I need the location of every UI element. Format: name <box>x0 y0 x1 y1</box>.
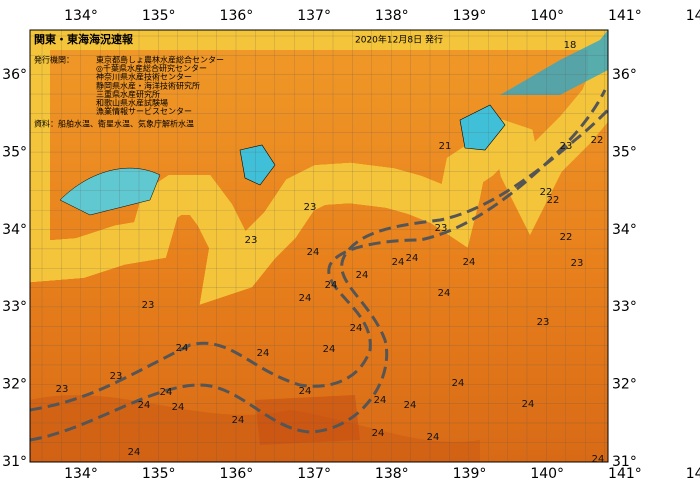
kuroshio-edge <box>30 108 608 442</box>
contour-label: 24 <box>372 428 385 439</box>
longitude-label: 136° <box>220 466 254 482</box>
contour-label: 24 <box>138 400 151 411</box>
issuer: 神奈川県水産技術センター <box>96 72 192 82</box>
contour-label: 24 <box>257 348 270 359</box>
longitude-label: 139° <box>453 8 487 24</box>
latitude-label: 31° <box>612 454 637 470</box>
longitude-label: 141° <box>608 8 642 24</box>
contour-label: 23 <box>245 235 258 246</box>
contour-label: 24 <box>438 288 451 299</box>
contour-label: 24 <box>176 343 189 354</box>
contour-label: 24 <box>406 253 419 264</box>
kuroshio-axis <box>30 89 607 412</box>
graticule <box>30 30 608 462</box>
issuer: 和歌山県水産試験場 <box>96 98 168 108</box>
issuer: 静岡県水産・海洋技術研究所 <box>96 80 200 90</box>
inland-sea <box>59 167 161 216</box>
warm-area <box>30 395 480 462</box>
contour-label: 23 <box>56 384 69 395</box>
contour-label: 22 <box>547 195 560 206</box>
latitude-label: 32° <box>2 377 27 393</box>
contour-label: 24 <box>299 293 312 304</box>
latitude-label: 33° <box>612 299 637 315</box>
contour-label: 24 <box>307 247 320 258</box>
longitude-label: 138° <box>375 8 409 24</box>
latitude-label: 36° <box>612 67 637 83</box>
contour-label: 24 <box>325 280 338 291</box>
longitude-label: 140° <box>530 8 564 24</box>
contour-label: 24 <box>522 399 535 410</box>
contour-label: 23 <box>304 202 317 213</box>
longitude-label: 141° <box>608 466 642 482</box>
contour-label: 23 <box>571 258 584 269</box>
longitude-label: 139° <box>453 466 487 482</box>
contour-label: 22 <box>560 232 573 243</box>
contour-label: 24 <box>160 387 173 398</box>
contour-label: 24 <box>232 415 245 426</box>
latitude-label: 33° <box>2 299 27 315</box>
issuer: 漁業情報サービスセンター <box>96 106 192 116</box>
contour-label: 21 <box>439 141 452 152</box>
contour-label: 23 <box>435 223 448 234</box>
latitude-label: 35° <box>2 144 27 160</box>
contour-label: 24 <box>592 454 605 465</box>
contour-label: 24 <box>427 432 440 443</box>
tokyo-bay <box>459 104 506 151</box>
contour-label: 24 <box>404 400 417 411</box>
longitude-label: 142° <box>686 8 700 24</box>
contour-label: 24 <box>172 402 185 413</box>
contour-label: 23 <box>142 300 155 311</box>
longitude-label: 135° <box>142 466 176 482</box>
date: 2020年12月8日 発行 <box>355 34 443 46</box>
coast-bands <box>30 30 608 305</box>
issuer: 三重県水産研究所 <box>96 89 160 99</box>
issuer: 東京都島しょ農林水産総合センター <box>96 55 224 65</box>
longitude-label: 134° <box>64 466 98 482</box>
contour-label: 24 <box>463 257 476 268</box>
contour-label: 23 <box>537 317 550 328</box>
longitude-label: 136° <box>220 8 254 24</box>
longitude-label: 137° <box>297 8 331 24</box>
contour-label: 23 <box>110 371 123 382</box>
contour-label: 24 <box>392 257 405 268</box>
latitude-label: 34° <box>612 222 637 238</box>
axis-labels: 134° 134° 135° 135° 136° 136° 137° 137° 138° 138°… <box>2 8 700 482</box>
latitude-label: 35° <box>612 144 637 160</box>
longitude-label: 135° <box>142 8 176 24</box>
contour-label: 24 <box>299 386 312 397</box>
contour-label: 22 <box>591 135 604 146</box>
contour-label: 23 <box>560 141 573 152</box>
longitude-label: 142° <box>686 466 700 482</box>
contour-label: 24 <box>374 395 387 406</box>
issuer: ◎千葉県水産総合研究センター <box>96 63 207 73</box>
contour-label: 24 <box>452 378 465 389</box>
cold-water <box>500 30 608 95</box>
source: 資料：船舶水温、衛星水温、気象庁解析水温 <box>34 119 194 129</box>
latitude-label: 34° <box>2 222 27 238</box>
longitude-label: 137° <box>297 466 331 482</box>
longitude-label: 134° <box>64 8 98 24</box>
latitude-label: 32° <box>612 377 637 393</box>
longitude-label: 138° <box>375 466 409 482</box>
contour-label: 24 <box>323 344 336 355</box>
ise-bay <box>239 144 276 186</box>
longitude-label: 140° <box>530 466 564 482</box>
latitude-label: 36° <box>2 67 27 83</box>
contour-label: 22 <box>540 187 553 198</box>
contour-label: 24 <box>356 270 369 281</box>
issuer-label: 発行機関： <box>34 55 74 65</box>
title: 関東・東海海況速報 <box>34 32 134 46</box>
warm-area <box>255 395 360 445</box>
contour-label: 24 <box>128 447 141 458</box>
contour-label: 24 <box>350 323 363 334</box>
contour-label: 18 <box>564 40 577 51</box>
frame <box>29 29 609 463</box>
latitude-label: 31° <box>2 454 27 470</box>
